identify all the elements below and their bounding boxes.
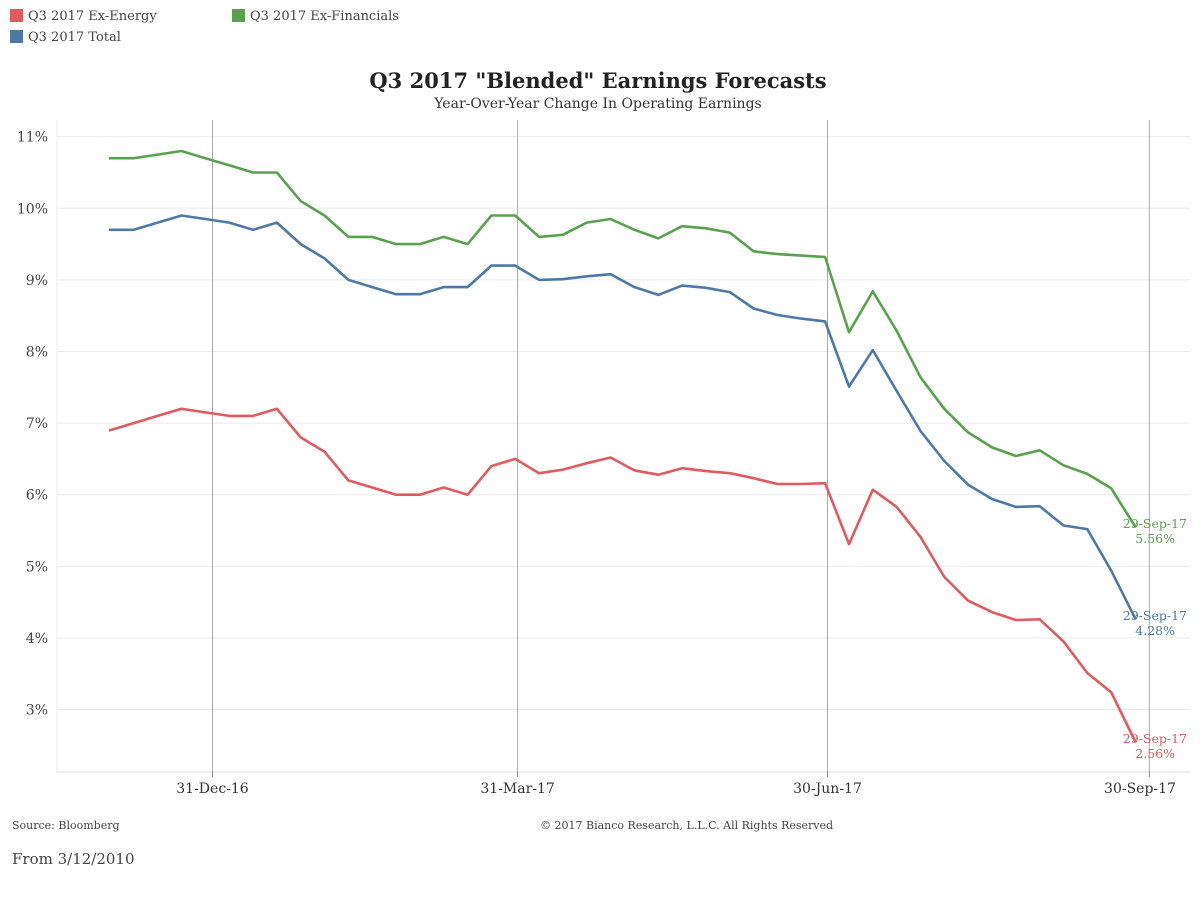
y-tick-label: 5% [26, 559, 48, 575]
source-note: Source: Bloomberg [12, 819, 120, 832]
series-line [108, 214, 1137, 620]
y-tick-label: 6% [26, 488, 48, 504]
y-tick-label: 3% [26, 703, 48, 719]
end-date-label: 29-Sep-17 [1123, 608, 1187, 623]
y-tick-label: 11% [17, 130, 48, 146]
x-axis: 31-Dec-16 31-Mar-17 30-Jun-17 30-Sep-17 [176, 772, 1176, 797]
copyright-note: © 2017 Bianco Research, L.L.C. All Right… [540, 819, 834, 832]
y-tick-label: 10% [17, 201, 48, 217]
y-tick-label: 9% [26, 273, 48, 289]
x-tick-label: 30-Jun-17 [793, 781, 862, 797]
chart-subtitle: Year-Over-Year Change In Operating Earni… [433, 96, 761, 112]
series-line [108, 149, 1137, 528]
y-gridlines [56, 120, 1190, 773]
series-line [108, 407, 1137, 743]
legend-label-total: Q3 2017 Total [28, 30, 121, 45]
end-date-label: 29-Sep-17 [1123, 516, 1187, 531]
legend: Q3 2017 Ex-Energy Q3 2017 Ex-Financials … [10, 8, 530, 52]
end-value-label: 5.56% [1135, 531, 1175, 546]
chart-title: Q3 2017 "Blended" Earnings Forecasts [369, 68, 826, 93]
legend-swatch-ex-financials [232, 9, 245, 22]
y-tick-label: 7% [26, 416, 48, 432]
x-tick-label: 31-Dec-16 [176, 781, 249, 797]
legend-item-ex-financials[interactable]: Q3 2017 Ex-Financials [232, 8, 399, 26]
series-lines [108, 149, 1137, 743]
legend-swatch-ex-energy [10, 9, 23, 22]
y-tick-label: 4% [26, 631, 48, 647]
end-labels: 29-Sep-172.56%29-Sep-175.56%29-Sep-174.2… [1123, 516, 1187, 761]
x-tick-label: 31-Mar-17 [480, 781, 554, 797]
end-date-label: 29-Sep-17 [1123, 731, 1187, 746]
from-date: From 3/12/2010 [12, 850, 135, 868]
legend-label-ex-financials: Q3 2017 Ex-Financials [250, 9, 399, 24]
end-value-label: 2.56% [1135, 746, 1175, 761]
y-axis: 3% 4% 5% 6% 7% 8% 9% 10% 11% [17, 130, 48, 719]
x-tick-label: 30-Sep-17 [1104, 781, 1176, 797]
x-gridlines [212, 120, 1150, 772]
legend-item-ex-energy[interactable]: Q3 2017 Ex-Energy [10, 8, 157, 26]
legend-swatch-total [10, 30, 23, 43]
end-value-label: 4.28% [1135, 623, 1175, 638]
legend-label-ex-energy: Q3 2017 Ex-Energy [28, 9, 157, 24]
y-tick-label: 8% [26, 345, 48, 361]
legend-item-total[interactable]: Q3 2017 Total [10, 29, 121, 47]
